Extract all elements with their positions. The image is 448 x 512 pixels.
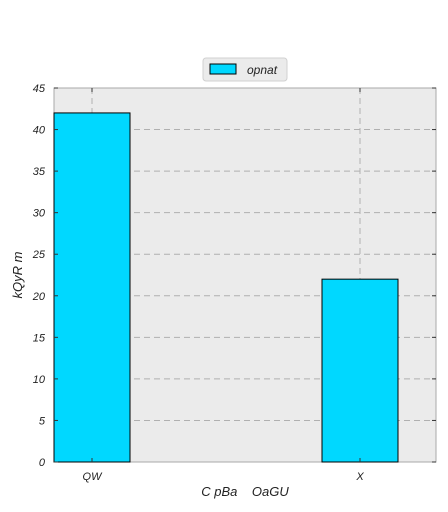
y-axis-label: kQyR m <box>10 251 25 298</box>
y-tick-label: 10 <box>33 374 46 386</box>
legend: opnat <box>202 57 288 82</box>
y-tick-label: 5 <box>39 415 46 427</box>
bar-qw <box>53 112 131 463</box>
x-ticks: QW X <box>83 88 364 483</box>
x-tick-label: QW <box>83 471 104 483</box>
bars <box>53 112 399 463</box>
x-tick-label: X <box>355 471 364 483</box>
bar-x <box>321 278 399 463</box>
y-tick-label: 0 <box>39 457 46 469</box>
y-tick-label: 30 <box>33 208 46 220</box>
y-tick-label: 25 <box>32 249 46 261</box>
y-tick-label: 35 <box>33 166 46 178</box>
y-tick-label: 20 <box>32 291 46 303</box>
legend-swatch <box>209 63 237 75</box>
y-tick-label: 40 <box>33 125 46 137</box>
y-tick-label: 15 <box>33 332 46 344</box>
x-axis-label: C pBa OaGU <box>201 484 289 499</box>
y-tick-label: 45 <box>33 83 46 95</box>
y-ticks: 0 5 10 15 20 25 30 35 40 45 <box>32 83 436 469</box>
legend-label: opnat <box>247 63 278 77</box>
